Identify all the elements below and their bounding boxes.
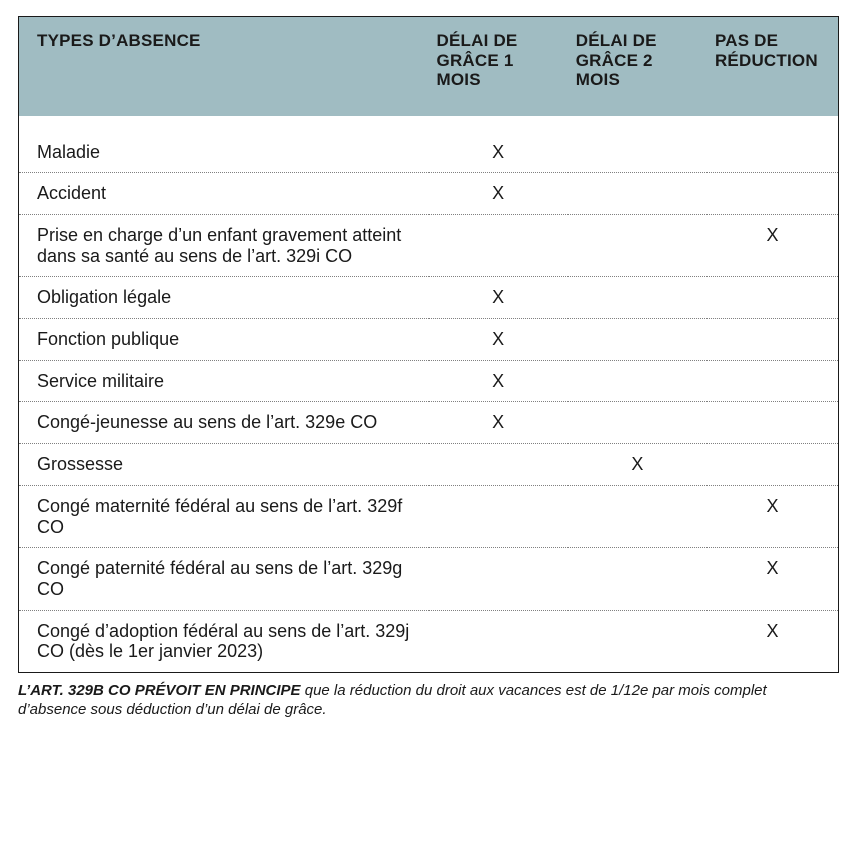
table-row: AccidentX (19, 173, 838, 215)
cell-nored (707, 402, 838, 444)
cell-grace2 (568, 277, 707, 319)
cell-grace2 (568, 116, 707, 173)
cell-type: Congé paternité fédéral au sens de l’art… (19, 548, 429, 610)
header-no-reduction: PAS DE RÉDUCTION (707, 17, 838, 116)
cell-nored: X (707, 610, 838, 672)
cell-grace1 (429, 548, 568, 610)
footnote-lead: L’ART. 329B CO PRÉVOIT EN PRINCIPE (18, 682, 301, 699)
table-row: Congé d’adoption fédéral au sens de l’ar… (19, 610, 838, 672)
cell-nored (707, 173, 838, 215)
cell-nored (707, 360, 838, 402)
table-row: Fonction publiqueX (19, 319, 838, 361)
cell-grace1 (429, 610, 568, 672)
table-row: Congé maternité fédéral au sens de l’art… (19, 485, 838, 547)
cell-grace2 (568, 610, 707, 672)
table-body: MaladieXAccidentXPrise en charge d’un en… (19, 116, 838, 673)
cell-grace1: X (429, 173, 568, 215)
cell-type: Accident (19, 173, 429, 215)
cell-grace1 (429, 444, 568, 486)
cell-grace2 (568, 402, 707, 444)
table-head: TYPES D’ABSENCE DÉLAI DE GRÂCE 1 MOIS DÉ… (19, 17, 838, 116)
header-row: TYPES D’ABSENCE DÉLAI DE GRÂCE 1 MOIS DÉ… (19, 17, 838, 116)
table-row: Prise en charge d’un enfant gravement at… (19, 215, 838, 277)
cell-grace2 (568, 319, 707, 361)
cell-grace2 (568, 485, 707, 547)
cell-grace1: X (429, 360, 568, 402)
table-row: Grossesse X (19, 444, 838, 486)
header-grace-2mo: DÉLAI DE GRÂCE 2 MOIS (568, 17, 707, 116)
cell-type: Service militaire (19, 360, 429, 402)
table-row: Congé paternité fédéral au sens de l’art… (19, 548, 838, 610)
cell-nored (707, 444, 838, 486)
cell-grace1: X (429, 402, 568, 444)
header-types: TYPES D’ABSENCE (19, 17, 429, 116)
cell-type: Congé maternité fédéral au sens de l’art… (19, 485, 429, 547)
cell-type: Maladie (19, 116, 429, 173)
table-container: TYPES D’ABSENCE DÉLAI DE GRÂCE 1 MOIS DÉ… (18, 16, 839, 673)
cell-grace1 (429, 485, 568, 547)
cell-type: Fonction publique (19, 319, 429, 361)
table-row: Congé-jeunesse au sens de l’art. 329e CO… (19, 402, 838, 444)
cell-type: Grossesse (19, 444, 429, 486)
table-row: MaladieX (19, 116, 838, 173)
cell-grace2 (568, 548, 707, 610)
cell-grace1: X (429, 277, 568, 319)
cell-grace1: X (429, 116, 568, 173)
cell-nored: X (707, 485, 838, 547)
cell-grace2 (568, 215, 707, 277)
absence-table: TYPES D’ABSENCE DÉLAI DE GRÂCE 1 MOIS DÉ… (19, 17, 838, 673)
cell-nored: X (707, 548, 838, 610)
table-row: Obligation légaleX (19, 277, 838, 319)
page: TYPES D’ABSENCE DÉLAI DE GRÂCE 1 MOIS DÉ… (0, 0, 857, 747)
cell-type: Prise en charge d’un enfant gravement at… (19, 215, 429, 277)
cell-grace2: X (568, 444, 707, 486)
cell-type: Obligation légale (19, 277, 429, 319)
cell-grace2 (568, 173, 707, 215)
cell-nored (707, 319, 838, 361)
footnote: L’ART. 329B CO PRÉVOIT EN PRINCIPE que l… (18, 681, 839, 720)
cell-nored (707, 277, 838, 319)
table-row: Service militaireX (19, 360, 838, 402)
cell-grace1: X (429, 319, 568, 361)
cell-nored: X (707, 215, 838, 277)
cell-nored (707, 116, 838, 173)
cell-grace2 (568, 360, 707, 402)
cell-type: Congé-jeunesse au sens de l’art. 329e CO (19, 402, 429, 444)
header-grace-1mo: DÉLAI DE GRÂCE 1 MOIS (429, 17, 568, 116)
cell-type: Congé d’adoption fédéral au sens de l’ar… (19, 610, 429, 672)
cell-grace1 (429, 215, 568, 277)
